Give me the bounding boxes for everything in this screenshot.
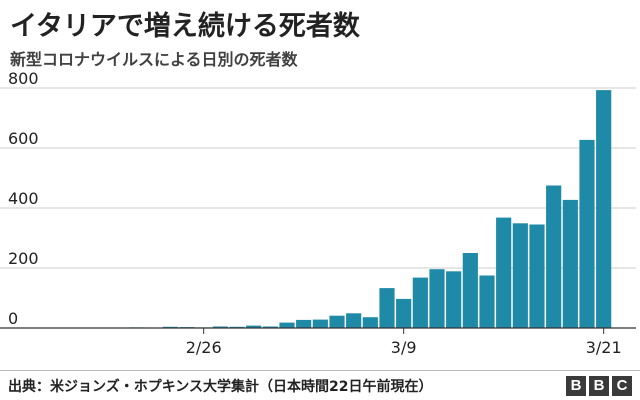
bar-3-2 xyxy=(279,322,295,328)
bar-3-18 xyxy=(546,185,562,328)
bar-3-13 xyxy=(462,253,478,328)
bar-3-8 xyxy=(379,288,395,328)
bar-3-1 xyxy=(262,326,278,328)
axes: 0 200 400 600 800 2/26 3/9 3/21 xyxy=(0,69,636,357)
bar-2-27 xyxy=(212,326,228,328)
logo-letter: B xyxy=(589,376,609,396)
bar-3-6 xyxy=(346,313,362,328)
bars xyxy=(129,90,612,328)
bar-2-29 xyxy=(246,325,262,328)
footer-divider xyxy=(0,370,640,371)
y-tick-label: 600 xyxy=(8,129,39,148)
x-tick-label: 3/9 xyxy=(391,338,417,357)
bbc-logo: B B C xyxy=(566,376,632,396)
y-tick-label: 0 xyxy=(8,309,18,328)
source-note: 出典：米ジョンズ・ホプキンス大学集計（日本時間22日午前現在） xyxy=(8,379,433,395)
bar-3-9 xyxy=(396,298,412,328)
bar-3-4 xyxy=(312,319,328,328)
y-tick-label: 400 xyxy=(8,189,39,208)
logo-letter: C xyxy=(612,376,632,396)
chart-subtitle: 新型コロナウイルスによる日別の死者数 xyxy=(10,50,298,69)
bar-3-20 xyxy=(579,139,595,328)
x-tick-label: 2/26 xyxy=(186,338,222,357)
bar-3-21 xyxy=(596,90,612,328)
bar-3-14 xyxy=(479,275,495,328)
y-tick-label: 800 xyxy=(8,69,39,88)
bar-3-16 xyxy=(512,223,528,328)
chart-title: イタリアで増え続ける死者数 xyxy=(10,11,360,42)
bar-3-7 xyxy=(362,317,378,328)
bar-3-11 xyxy=(429,269,445,328)
bar-3-19 xyxy=(562,199,578,328)
logo-letter: B xyxy=(566,376,586,396)
bar-3-17 xyxy=(529,224,545,328)
x-tick-label: 3/21 xyxy=(586,338,622,357)
bar-3-5 xyxy=(329,315,345,328)
bar-3-12 xyxy=(446,271,462,328)
daily-deaths-bar-chart: 0 200 400 600 800 2/26 3/9 3/21 xyxy=(0,69,636,357)
bar-3-10 xyxy=(412,277,428,328)
y-tick-label: 200 xyxy=(8,249,39,268)
bar-3-3 xyxy=(296,319,312,328)
bar-3-15 xyxy=(496,217,512,328)
